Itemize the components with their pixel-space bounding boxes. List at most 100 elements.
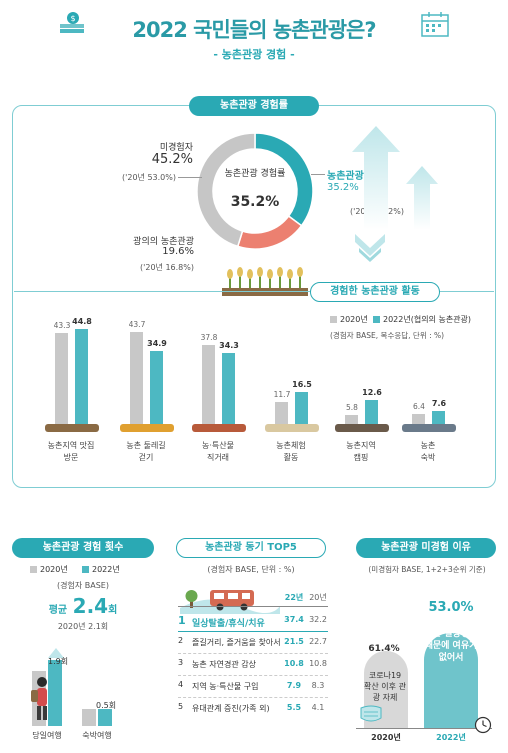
donut-slice-non-experience (196, 132, 256, 248)
motivation-text: 일상탈출/휴식/치유 (192, 619, 265, 629)
activity-bar-2020 (55, 332, 68, 428)
activity-bar-2020 (275, 402, 288, 428)
activity-bar-2022 (295, 391, 308, 428)
section-label-experience-rate: 농촌관광 경험률 (189, 96, 319, 116)
motivation-value-22: 21.5 (284, 637, 304, 646)
freq-legend-label-2020: 2020년 (40, 565, 68, 574)
experience-value: 35.2% (327, 182, 359, 193)
motivation-value-20: 8.3 (311, 681, 325, 690)
motivation-row-divider (178, 631, 328, 632)
motivation-text: 유대관계 증진(가족 외) (192, 704, 270, 713)
motivation-col-20: 20년 (309, 593, 327, 602)
donut-center-label: 농촌관광 경험률 (224, 169, 286, 179)
experience-donut (196, 132, 314, 250)
section-label-frequency: 농촌관광 경험 횟수 (12, 538, 154, 558)
motivation-value-20: 4.1 (311, 703, 325, 712)
activity-value-2020: 37.8 (200, 332, 218, 342)
activity-value-2022: 44.8 (72, 317, 92, 327)
motivation-value-22: 37.4 (284, 615, 304, 624)
activity-illustration (120, 424, 174, 432)
overnight-trip-value: 0.5회 (96, 701, 117, 710)
motivation-rank: 4 (178, 680, 184, 689)
activity-category-label: 농·특산물 직거래 (202, 441, 234, 462)
motivation-value-22: 5.5 (286, 703, 302, 712)
activity-category-label: 농촌지역 캠핑 (346, 441, 376, 462)
reason-year-2020: 2020년 (371, 733, 401, 742)
freq-base-note: (경험자 BASE) (57, 581, 109, 590)
reason-year-2022: 2022년 (436, 733, 466, 742)
reason-base-note: (미경험자 BASE, 1+2+3순위 기준) (368, 565, 486, 574)
experience-leader (311, 174, 325, 175)
freq-legend-label-2022: 2022년 (92, 565, 120, 574)
activity-value-2022: 16.5 (292, 379, 312, 389)
motivation-value-22: 10.8 (284, 659, 304, 668)
activity-bar-2022 (75, 329, 88, 428)
motivation-base-note: (경험자 BASE, 단위 : %) (207, 565, 295, 574)
motivation-text: 즐길거리, 즐거움을 찾아서 (192, 638, 281, 647)
page-subtitle: - 농촌관광 경험 - (213, 48, 295, 61)
svg-text:$: $ (70, 14, 75, 23)
motivation-row-divider (178, 653, 328, 654)
activity-illustration (265, 424, 319, 432)
freq-legend-swatch-2022 (82, 566, 89, 573)
motivation-rank: 3 (178, 658, 184, 667)
down-arrow-icon (355, 234, 385, 262)
activity-bar-2020 (130, 331, 143, 428)
freq-bar-2020 (82, 708, 96, 726)
reason-value-2020: 61.4% (368, 644, 400, 654)
reason-text-2020: 코로나19 확산 이후 관광 자제 (364, 671, 406, 702)
broad-value: 19.6% (162, 246, 194, 257)
activity-illustration (335, 424, 389, 432)
legend-label-2020: 2020년 (340, 315, 368, 324)
money-icon: $ (58, 10, 88, 36)
activity-value-2020: 11.7 (273, 390, 291, 400)
freq-bar-2022 (98, 708, 112, 726)
activity-value-2020: 43.7 (128, 319, 146, 329)
reason-value-2022: 53.0% (428, 600, 474, 615)
activity-bar-2022 (150, 351, 163, 428)
up-arrow-icon (352, 126, 438, 230)
section-label-activities: 경험한 농촌관광 활동 (310, 282, 440, 302)
experience-label: 농촌관광 경험 (327, 171, 386, 182)
broad-prev: ('20년 16.8%) (140, 263, 194, 272)
section-label-non-experience-reason: 농촌관광 미경험 이유 (356, 538, 496, 558)
plants-icon (222, 267, 308, 296)
activity-value-2022: 7.6 (431, 399, 447, 409)
activity-value-2020: 5.8 (346, 403, 358, 413)
activities-base-note: (경험자 BASE, 복수응답, 단위 : %) (330, 331, 445, 340)
broad-label: 광의의 농촌관광 (133, 237, 194, 247)
day-trip-value: 1.9회 (48, 657, 69, 666)
calendar-icon (420, 10, 450, 38)
motivation-value-20: 22.7 (309, 637, 327, 646)
freq-category-label: 당일여행 (32, 731, 62, 740)
motivation-rank: 2 (178, 636, 184, 645)
activity-bar-2022 (222, 352, 235, 428)
activity-category-label: 농촌체험 활동 (276, 441, 306, 462)
page-title: 2022 국민들의 농촌관광은? (132, 18, 376, 42)
activity-value-2022: 34.9 (147, 339, 167, 349)
freq-up-arrow-icon (48, 648, 64, 658)
freq-average: 평균 2.4회 (48, 594, 118, 618)
activity-category-label: 농촌 둘레길 걷기 (126, 441, 166, 462)
motivation-header-rule (178, 606, 328, 607)
non-experience-leader (178, 177, 202, 178)
legend-swatch-2020 (330, 316, 337, 323)
traveler-icon (31, 677, 47, 720)
legend-swatch-2022 (373, 316, 380, 323)
activity-value-2022: 34.3 (219, 340, 239, 350)
legend-label-2022: 2022년(협의의 농촌관광) (383, 315, 472, 324)
activity-value-2020: 6.4 (413, 401, 425, 411)
motivation-value-22: 7.9 (286, 681, 302, 690)
section-label-motivation: 농촌관광 동기 TOP5 (176, 538, 326, 558)
motivation-col-22: 22년 (284, 593, 304, 602)
activity-illustration (402, 424, 456, 432)
motivation-value-20: 10.8 (309, 659, 327, 668)
freq-legend-swatch-2020 (30, 566, 37, 573)
activity-illustration (192, 424, 246, 432)
motivation-row-divider (178, 675, 328, 676)
motivation-row-divider (178, 697, 328, 698)
freq-category-label: 숙박여행 (82, 731, 112, 740)
activity-value-2022: 12.6 (362, 388, 382, 398)
freq-bar-2022 (48, 660, 62, 726)
camper-van-icon (180, 590, 280, 614)
